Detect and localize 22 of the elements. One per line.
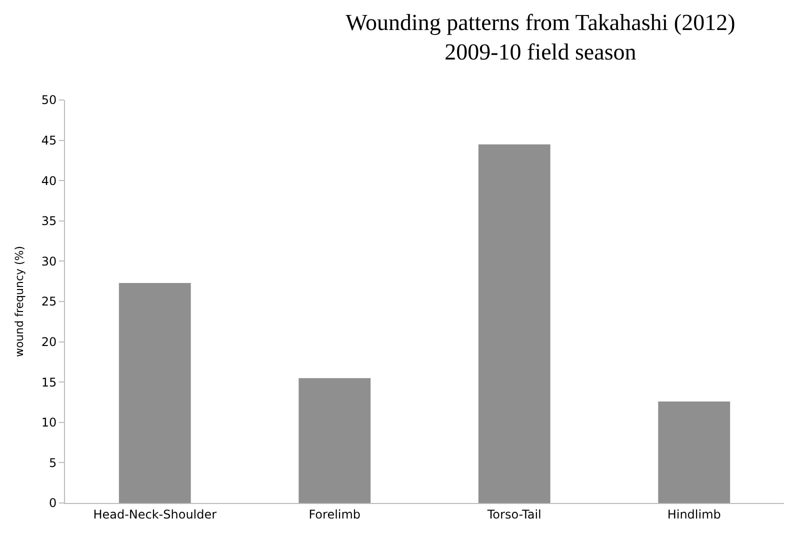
y-tick-label: 45 xyxy=(41,134,57,148)
y-tick-label: 40 xyxy=(41,174,57,188)
x-tick-label: Torso-Tail xyxy=(486,507,542,522)
y-tick-label: 25 xyxy=(41,294,57,309)
x-tick-label: Head-Neck-Shoulder xyxy=(93,507,217,522)
y-tick-label: 5 xyxy=(48,456,57,470)
x-tick-label: Hindlimb xyxy=(667,507,721,522)
bar xyxy=(118,282,191,503)
chart-title: Wounding patterns from Takahashi (2012) xyxy=(346,10,736,35)
y-tick-label: 50 xyxy=(41,93,57,108)
y-tick-label: 30 xyxy=(41,254,57,268)
x-tick-label: Forelimb xyxy=(308,507,361,522)
y-tick-label: 35 xyxy=(41,214,57,228)
y-tick-label: 10 xyxy=(41,416,57,430)
bar xyxy=(298,378,371,503)
y-tick-label: 20 xyxy=(41,335,57,349)
y-tick-label: 0 xyxy=(48,496,57,510)
y-tick-label: 15 xyxy=(41,375,57,390)
bar xyxy=(478,144,550,503)
bar xyxy=(658,401,730,503)
chart-subtitle: 2009-10 field season xyxy=(444,40,637,65)
y-axis-title: wound frequncy (%) xyxy=(12,246,26,358)
